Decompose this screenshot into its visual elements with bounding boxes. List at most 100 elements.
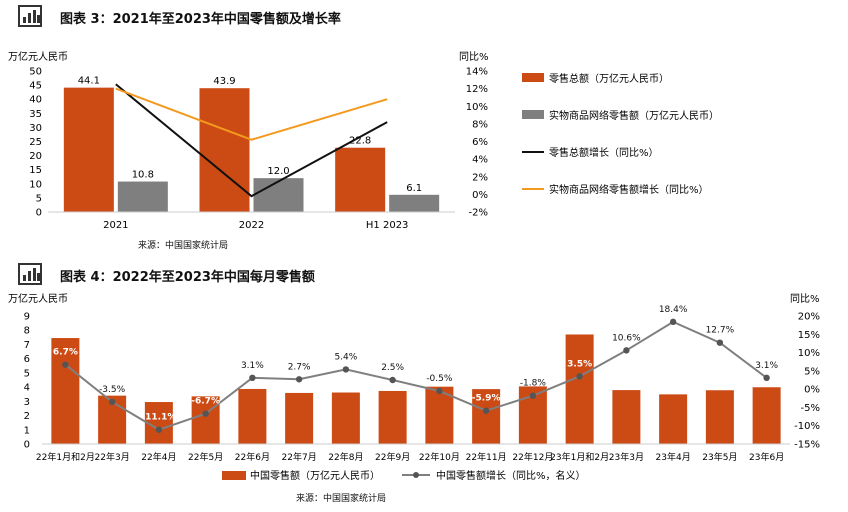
line-value-label: 2.5%	[381, 363, 404, 373]
bar	[199, 88, 250, 212]
line-value-label: -6.7%	[191, 397, 220, 407]
bar	[117, 181, 168, 212]
bar	[425, 386, 454, 444]
left-axis-tick-label: 0	[36, 208, 42, 219]
legend-swatch	[522, 110, 544, 119]
legend-label: 零售总额增长（同比%）	[549, 146, 659, 159]
x-axis-tick-label: 22年11月	[466, 451, 507, 463]
line-point	[623, 347, 630, 354]
series-line	[115, 83, 388, 198]
series-line	[115, 87, 388, 141]
chart2-header: 图表 4：2022年至2023年中国每月零售额	[0, 262, 848, 286]
x-axis-tick-label: 23年4月	[656, 451, 691, 463]
line-point	[576, 373, 583, 380]
right-axis-tick-label: 14%	[466, 67, 488, 78]
line-value-label: -5.9%	[472, 394, 501, 404]
left-axis-tick-label: 0	[24, 440, 30, 451]
legend-marker	[413, 472, 419, 478]
x-axis-tick-label: H1 2023	[366, 220, 409, 231]
x-axis-tick-label: 23年1月和2月	[550, 451, 609, 463]
bar-value-label: 12.0	[267, 166, 289, 177]
right-axis-tick-label: 10%	[798, 348, 820, 359]
line-point	[716, 339, 724, 346]
chart1-plot: 万亿元人民币 同比% 0 5 10 15 20 25 30 35 40 45 50 -2% 0% 2% 4…	[8, 50, 719, 231]
bar-value-label: 6.1	[406, 183, 422, 194]
left-axis-tick-label: 2	[24, 411, 30, 422]
x-axis-tick-label: 22年9月	[375, 451, 410, 463]
right-axis-tick-label: 6%	[472, 137, 488, 148]
x-axis-tick-label: 22年12月	[512, 451, 553, 463]
bar	[389, 194, 440, 212]
bar	[51, 338, 80, 444]
left-axis-tick-label: 30	[29, 123, 42, 134]
x-axis-tick-label: 22年3月	[95, 451, 130, 463]
right-axis-tick-label: 4%	[472, 155, 488, 166]
left-axis-tick-label: 5	[24, 368, 30, 379]
bar-value-label: 44.1	[78, 76, 100, 87]
line-value-label: -1.8%	[520, 379, 547, 389]
line-value-label: 18.4%	[659, 305, 688, 315]
line-value-label: 3.1%	[241, 361, 264, 371]
x-axis-tick-label: 23年5月	[702, 451, 737, 463]
bar	[659, 394, 688, 444]
line-value-label: -3.5%	[99, 385, 126, 395]
bar-chart-icon	[18, 5, 42, 27]
bar	[705, 390, 734, 444]
left-axis-tick-label: 50	[29, 67, 42, 78]
line-point	[155, 426, 163, 433]
left-axis-tick-label: 35	[29, 109, 42, 120]
x-axis-tick-label: 22年1月和2月	[36, 451, 95, 463]
right-axis-tick-label: 2%	[472, 172, 488, 183]
right-axis-tick-label: 10%	[466, 102, 488, 113]
chart1-source: 来源：中国国家统计局	[138, 241, 229, 251]
line-value-label: 3.1%	[755, 361, 778, 371]
x-axis-tick-label: 23年6月	[749, 451, 784, 463]
chart1-header: 图表 3：2021年至2023年中国零售额及增长率	[0, 4, 848, 28]
series-line	[64, 320, 768, 431]
x-axis-tick-label: 2021	[103, 220, 128, 231]
x-axis-tick-label: 22年6月	[235, 451, 270, 463]
line-value-label: 5.4%	[334, 352, 357, 362]
legend-label: 零售总额（万亿元人民币）	[549, 72, 669, 85]
left-axis-tick-label: 1	[24, 425, 30, 436]
x-axis-tick-label: 22年7月	[282, 451, 317, 463]
right-axis-tick-label: 8%	[472, 119, 488, 130]
right-axis-tick-label: 15%	[798, 330, 820, 341]
bar-value-label: 22.8	[349, 136, 371, 147]
bar-value-label: 43.9	[213, 76, 235, 87]
legend-swatch	[522, 73, 544, 82]
x-axis-tick-label: 2022	[239, 220, 264, 231]
bar	[191, 396, 220, 444]
line-point	[62, 361, 69, 368]
line-value-label: 12.7%	[706, 326, 735, 336]
bar	[752, 387, 781, 444]
line-value-label: 6.7%	[53, 348, 78, 358]
line-point	[436, 387, 443, 395]
legend-label: 实物商品网络零售额（万亿元人民币）	[549, 109, 719, 122]
right-axis-tick-label: 0%	[472, 190, 488, 201]
right-axis-tick-label: -5%	[801, 403, 820, 414]
chart2-title: 图表 4：2022年至2023年中国每月零售额	[60, 270, 315, 285]
line-value-label: -0.5%	[426, 374, 453, 384]
left-axis-tick-label: 6	[24, 354, 30, 365]
chart1-left-unit: 万亿元人民币	[8, 50, 68, 63]
line-value-label: 10.6%	[612, 333, 641, 343]
left-axis-tick-label: 15	[29, 165, 42, 176]
line-value-label: -11.1%	[141, 413, 176, 423]
legend-label: 中国零售额增长（同比%，名义）	[436, 469, 586, 482]
chart1-title: 图表 3：2021年至2023年中国零售额及增长率	[60, 12, 341, 27]
legend-label: 实物商品网络零售额增长（同比%）	[549, 183, 709, 196]
left-axis-tick-label: 10	[29, 179, 42, 190]
bar-value-label: 10.8	[132, 170, 154, 181]
x-axis-tick-label: 22年5月	[188, 451, 223, 463]
left-axis-tick-label: 8	[24, 326, 30, 337]
line-value-label: 3.5%	[567, 359, 592, 369]
bar	[335, 147, 386, 212]
chart2-right-unit: 同比%	[790, 293, 820, 305]
bar	[565, 334, 594, 444]
left-axis-tick-label: 20	[29, 151, 42, 162]
right-axis-tick-label: -10%	[794, 421, 820, 432]
line-point	[249, 374, 256, 382]
left-axis-tick-label: 4	[24, 383, 30, 394]
line-point	[342, 366, 350, 373]
